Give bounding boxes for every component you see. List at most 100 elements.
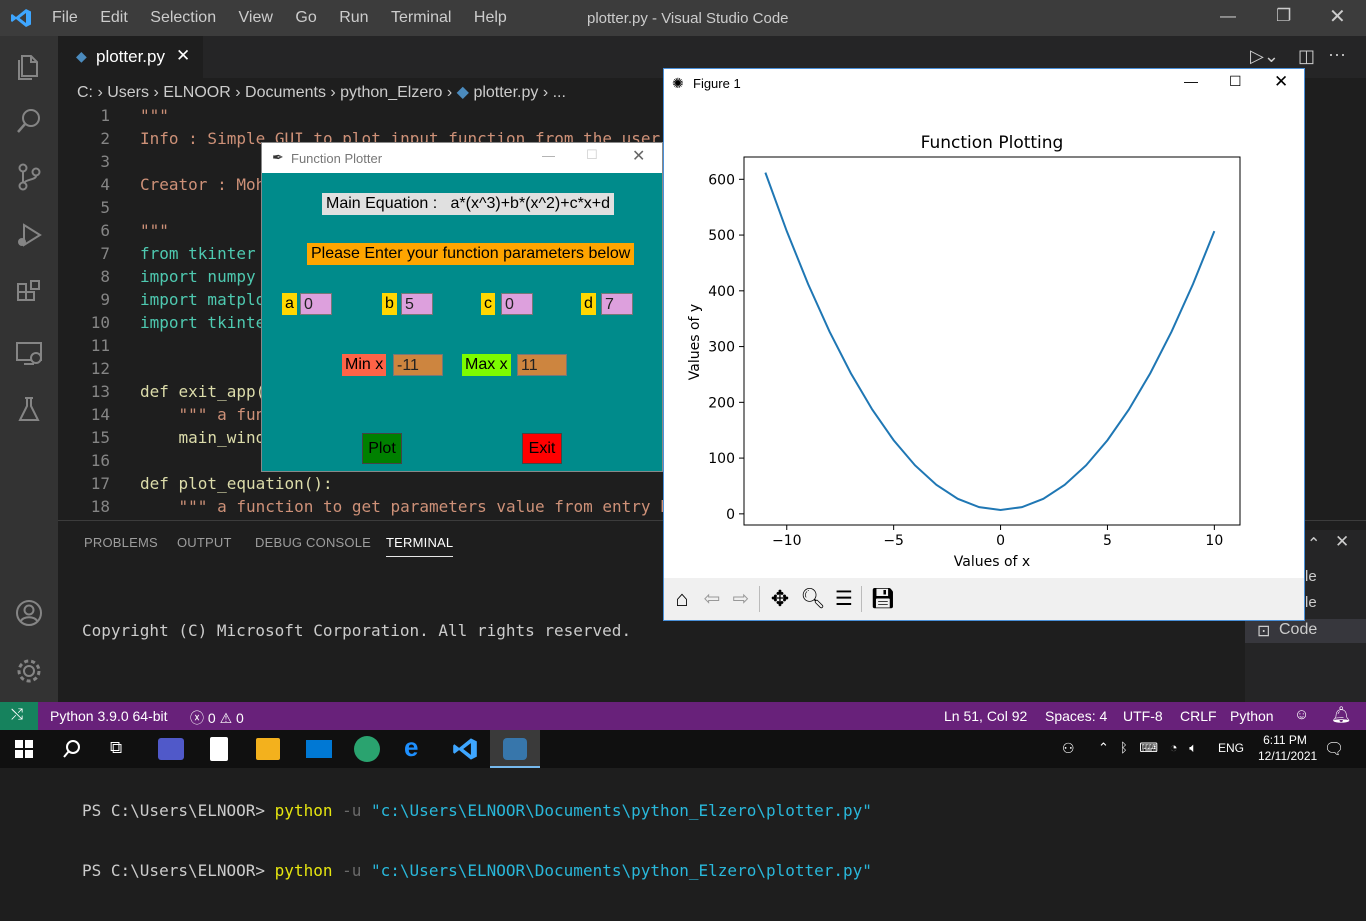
- tab-debug-console[interactable]: DEBUG CONSOLE: [255, 535, 371, 550]
- python-interpreter[interactable]: Python 3.9.0 64-bit: [50, 708, 168, 724]
- maximize-panel-icon[interactable]: ⌃: [1307, 534, 1320, 554]
- notifications-bell-icon[interactable]: 🔔︎: [1331, 705, 1351, 725]
- encoding[interactable]: UTF-8: [1123, 708, 1163, 724]
- mail-icon[interactable]: [306, 740, 332, 758]
- pan-icon[interactable]: ✥: [765, 586, 795, 614]
- param-b-input[interactable]: 5: [401, 293, 433, 315]
- windows-start-icon[interactable]: [15, 740, 33, 758]
- clock[interactable]: 6:11 PM 12/11/2021: [1258, 732, 1312, 764]
- explorer-icon[interactable]: [14, 50, 44, 80]
- line-number: 14: [58, 405, 110, 424]
- feedback-icon[interactable]: ☺: [1294, 706, 1309, 723]
- terminal-item-active[interactable]: ⊡ Code: [1245, 619, 1366, 643]
- testing-icon[interactable]: [14, 394, 44, 424]
- run-file-icon[interactable]: ▷⌄: [1250, 46, 1279, 67]
- remote-explorer-icon[interactable]: [14, 338, 44, 368]
- configure-icon[interactable]: ☰: [829, 586, 859, 614]
- menu-run[interactable]: Run: [339, 9, 368, 27]
- minimap[interactable]: [1305, 104, 1366, 520]
- exit-button[interactable]: Exit: [522, 433, 562, 464]
- tab-close-icon[interactable]: ✕: [176, 46, 190, 66]
- settings-gear-icon[interactable]: [14, 656, 44, 686]
- accounts-icon[interactable]: [14, 598, 44, 628]
- edge-icon[interactable]: [354, 736, 380, 762]
- line-number: 11: [58, 336, 110, 355]
- breadcrumb-drive[interactable]: C:: [77, 84, 93, 101]
- breadcrumb-symbol[interactable]: ...: [553, 84, 566, 101]
- restore-icon[interactable]: ❐: [1276, 6, 1291, 26]
- line-ending[interactable]: CRLF: [1180, 708, 1217, 724]
- maximize-icon[interactable]: ☐: [1229, 73, 1242, 90]
- terminal-item[interactable]: le: [1305, 594, 1317, 611]
- line-number: 12: [58, 359, 110, 378]
- extensions-icon[interactable]: [14, 278, 44, 308]
- store-icon[interactable]: [256, 738, 280, 760]
- maximize-icon[interactable]: ☐: [586, 147, 598, 163]
- menu-go[interactable]: Go: [295, 9, 316, 27]
- x-tick-label: 0: [996, 533, 1005, 549]
- param-d-input[interactable]: 7: [601, 293, 633, 315]
- source-control-icon[interactable]: [14, 162, 44, 192]
- breadcrumb-user[interactable]: ELNOOR: [163, 84, 231, 101]
- problems-indicator[interactable]: ⓧ 0 ⚠ 0: [190, 708, 244, 728]
- close-icon[interactable]: ✕: [632, 146, 645, 166]
- tab-plotter-py[interactable]: ◆ plotter.py ✕: [58, 36, 203, 78]
- menu-edit[interactable]: Edit: [100, 9, 128, 27]
- tab-problems[interactable]: PROBLEMS: [84, 535, 158, 550]
- forward-icon[interactable]: ⇨: [726, 586, 756, 614]
- minimize-icon[interactable]: —: [542, 148, 555, 163]
- language-mode[interactable]: Python: [1230, 708, 1274, 724]
- code-line: import tkinter: [140, 313, 275, 332]
- save-icon[interactable]: 💾︎: [868, 586, 898, 614]
- language-indicator[interactable]: ENG: [1218, 741, 1244, 755]
- code-line: def exit_app(: [140, 382, 265, 401]
- teams-icon[interactable]: [158, 738, 184, 760]
- more-actions-icon[interactable]: ···: [1328, 44, 1346, 65]
- line-number: 18: [58, 497, 110, 516]
- ie-icon[interactable]: e: [404, 732, 418, 763]
- action-center-icon[interactable]: 🗨︎: [1324, 739, 1344, 759]
- terminal-item[interactable]: le: [1305, 568, 1317, 585]
- search-icon[interactable]: [14, 106, 44, 136]
- clock-time: 6:11 PM: [1258, 732, 1312, 748]
- menu-view[interactable]: View: [239, 9, 273, 27]
- max-x-input[interactable]: 11: [517, 354, 567, 376]
- y-tick-label: 600: [708, 172, 735, 188]
- param-a-input[interactable]: 0: [300, 293, 332, 315]
- people-icon[interactable]: ⚇: [1062, 740, 1075, 757]
- close-panel-icon[interactable]: ✕: [1335, 532, 1349, 552]
- python-taskbar-button[interactable]: [490, 730, 540, 768]
- split-editor-icon[interactable]: ◫: [1298, 46, 1315, 67]
- minimize-icon[interactable]: —: [1220, 8, 1236, 26]
- menu-file[interactable]: File: [52, 9, 78, 27]
- vscode-taskbar-icon[interactable]: [452, 737, 478, 761]
- file-explorer-icon[interactable]: [210, 737, 228, 761]
- zoom-icon[interactable]: 🔍︎: [798, 586, 828, 614]
- indentation[interactable]: Spaces: 4: [1045, 708, 1107, 724]
- tab-terminal[interactable]: TERMINAL: [386, 535, 453, 557]
- remote-indicator[interactable]: ⤭: [0, 702, 38, 730]
- breadcrumb-folder[interactable]: python_Elzero: [340, 84, 442, 101]
- search-icon[interactable]: [62, 739, 82, 759]
- home-icon[interactable]: ⌂: [667, 586, 697, 614]
- chevron-up-icon[interactable]: ⌃: [1098, 740, 1109, 756]
- breadcrumb-file[interactable]: plotter.py: [473, 84, 538, 101]
- menu-help[interactable]: Help: [474, 9, 507, 27]
- task-view-icon[interactable]: ⧉: [110, 738, 122, 758]
- cursor-position[interactable]: Ln 51, Col 92: [944, 708, 1027, 724]
- tab-output[interactable]: OUTPUT: [177, 535, 232, 550]
- plot-button[interactable]: Plot: [362, 433, 402, 464]
- back-icon[interactable]: ⇦: [697, 586, 727, 614]
- tray-icons[interactable]: ᛒ ⌨ ◔ 🔈︎: [1120, 740, 1201, 756]
- close-icon[interactable]: ✕: [1274, 72, 1288, 92]
- menu-selection[interactable]: Selection: [150, 9, 216, 27]
- run-debug-icon[interactable]: [14, 220, 44, 250]
- breadcrumb-users[interactable]: Users: [107, 84, 149, 101]
- close-icon[interactable]: ✕: [1329, 4, 1346, 29]
- menu-terminal[interactable]: Terminal: [391, 9, 451, 27]
- breadcrumb-documents[interactable]: Documents: [245, 84, 326, 101]
- minimize-icon[interactable]: —: [1184, 73, 1198, 89]
- param-c-input[interactable]: 0: [501, 293, 533, 315]
- min-x-input[interactable]: -11: [393, 354, 443, 376]
